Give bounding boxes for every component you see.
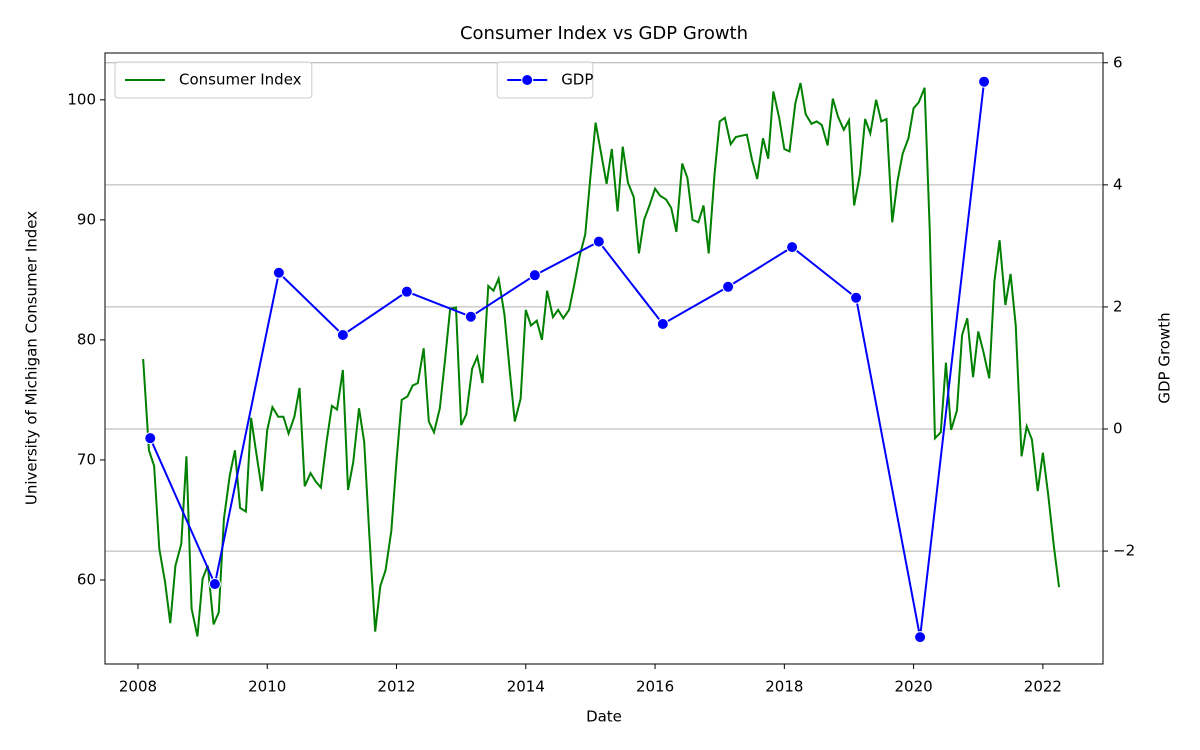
x-tick-label: 2010	[248, 678, 286, 696]
y2-tick-label: 2	[1113, 297, 1123, 315]
legend-box	[114, 61, 313, 99]
x-tick-label: 2008	[119, 678, 157, 696]
y-tick-label: 60	[77, 570, 96, 588]
legend-marker	[521, 74, 534, 86]
y-axis-label: University of Michigan Consumer Index	[23, 211, 41, 505]
x-tick-label: 2014	[507, 678, 545, 696]
chart-title: Consumer Index vs GDP Growth	[460, 23, 748, 44]
point	[208, 578, 221, 591]
point	[464, 310, 477, 323]
y-tick-label: 80	[77, 330, 96, 348]
point	[656, 318, 669, 331]
series-line	[149, 81, 986, 638]
y2-tick-label: −2	[1113, 542, 1135, 560]
y2-axis-label: GDP Growth	[1156, 312, 1174, 403]
point	[272, 266, 285, 279]
x-axis-label: Date	[586, 708, 622, 726]
plot-frame	[104, 52, 1104, 665]
point	[722, 280, 735, 293]
point	[592, 235, 605, 248]
y-tick-label: 90	[77, 210, 96, 228]
legend-label: GDP	[561, 71, 593, 89]
point	[978, 75, 991, 88]
point	[850, 291, 863, 304]
series-line	[142, 82, 1061, 637]
y2-tick-label: 0	[1113, 420, 1123, 438]
x-tick-label: 2022	[1024, 678, 1062, 696]
point	[144, 432, 157, 445]
point	[786, 241, 799, 254]
x-tick-label: 2020	[895, 678, 933, 696]
point	[914, 631, 927, 644]
x-tick-label: 2016	[636, 678, 674, 696]
y2-tick-label: 4	[1113, 175, 1123, 193]
point	[336, 329, 349, 341]
point	[528, 269, 541, 282]
y2-tick-label: 6	[1113, 53, 1123, 71]
x-tick-label: 2012	[377, 678, 415, 696]
x-tick-label: 2018	[765, 678, 803, 696]
y-tick-label: 100	[67, 90, 96, 108]
point	[400, 285, 413, 298]
legend-label: Consumer Index	[179, 71, 302, 89]
y-tick-label: 70	[77, 450, 96, 468]
